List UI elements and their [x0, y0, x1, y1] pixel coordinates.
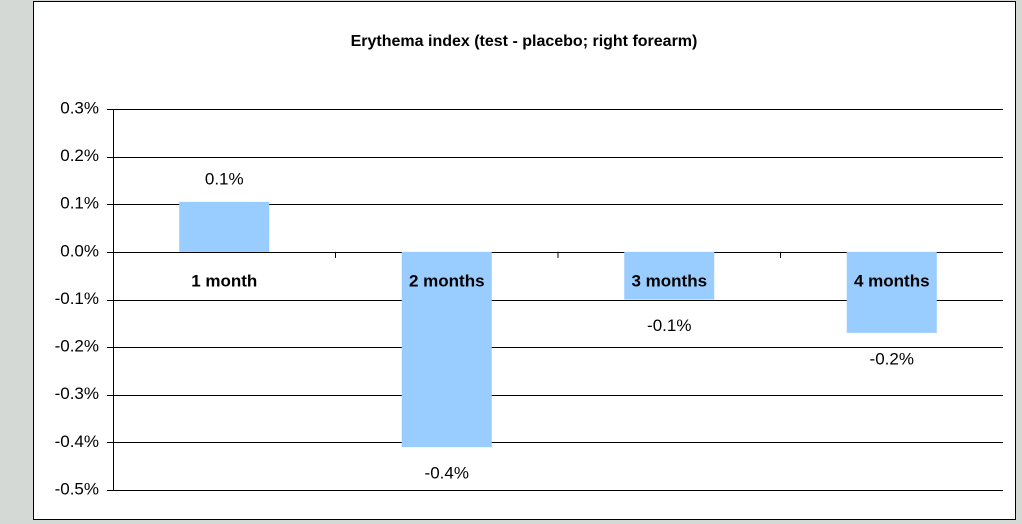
bar [179, 201, 270, 252]
y-tick-label: -0.3% [55, 384, 99, 403]
y-tick-label: -0.1% [55, 289, 99, 308]
x-tick-label: 3 months [631, 271, 707, 290]
x-tick-label: 2 months [409, 271, 485, 290]
y-tick-label: 0.3% [60, 98, 99, 117]
data-label: -0.1% [647, 316, 691, 335]
x-tick-label: 1 month [191, 271, 257, 290]
y-tick-label: 0.2% [60, 146, 99, 165]
x-tick-label: 4 months [854, 271, 930, 290]
data-label: -0.2% [870, 349, 914, 368]
chart-title: Erythema index (test - placebo; right fo… [351, 33, 698, 50]
bar [624, 251, 715, 300]
y-tick-label: -0.4% [55, 432, 99, 451]
y-tick-label: -0.2% [55, 337, 99, 356]
data-label: -0.4% [425, 464, 469, 483]
y-tick-label: 0.1% [60, 194, 99, 213]
y-tick-label: -0.5% [55, 479, 99, 498]
bar [401, 251, 492, 448]
bar [846, 251, 937, 333]
y-tick-label: 0.0% [60, 241, 99, 260]
data-label: 0.1% [205, 169, 244, 188]
